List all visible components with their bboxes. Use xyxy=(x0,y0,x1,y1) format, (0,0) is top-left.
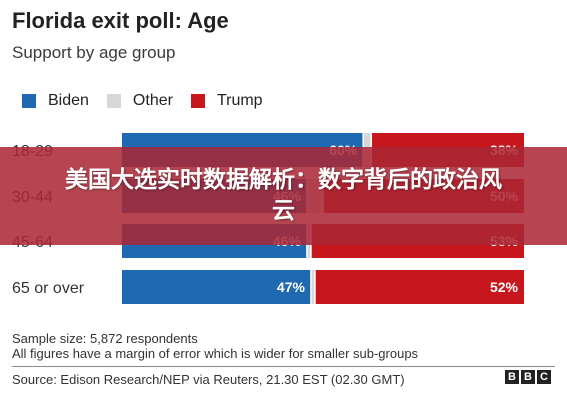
chart-legend: Biden Other Trump xyxy=(22,92,281,110)
legend-item-trump: Trump xyxy=(190,92,263,110)
value-label-trump-65-or-over: 52% xyxy=(490,279,519,295)
bar-other-65-or-over xyxy=(311,270,315,304)
source-note: Source: Edison Research/NEP via Reuters,… xyxy=(12,372,405,387)
bbc-logo-letter-b2: B xyxy=(521,370,535,384)
legend-label-other: Other xyxy=(132,92,173,109)
legend-swatch-trump xyxy=(190,94,205,108)
bar-trump-65-or-over xyxy=(315,270,524,304)
chart-subtitle: Support by age group xyxy=(12,43,176,62)
bbc-logo-letter-c: C xyxy=(537,370,551,384)
legend-label-trump: Trump xyxy=(216,92,263,109)
bbc-logo-letter-b1: B xyxy=(505,370,519,384)
legend-swatch-other xyxy=(106,94,121,108)
legend-label-biden: Biden xyxy=(48,92,89,109)
chart-title: Florida exit poll: Age xyxy=(12,8,229,33)
category-label-65-or-over: 65 or over xyxy=(12,280,85,297)
bar-biden-65-or-over xyxy=(122,270,311,304)
value-label-biden-65-or-over: 47% xyxy=(277,279,306,295)
bbc-logo: B B C xyxy=(503,370,551,384)
chart-notes: Sample size: 5,872 respondents All figur… xyxy=(12,331,418,361)
overlay-banner: 美国大选实时数据解析：数字背后的政治风云 xyxy=(0,147,567,245)
legend-item-other: Other xyxy=(106,92,173,110)
legend-item-biden: Biden xyxy=(22,92,89,110)
overlay-banner-text: 美国大选实时数据解析：数字背后的政治风云 xyxy=(65,167,502,224)
footer-divider xyxy=(12,366,555,367)
legend-swatch-biden xyxy=(22,94,36,108)
margin-of-error-note: All figures have a margin of error which… xyxy=(12,346,419,361)
sample-size-note: Sample size: 5,872 respondents xyxy=(12,331,198,346)
